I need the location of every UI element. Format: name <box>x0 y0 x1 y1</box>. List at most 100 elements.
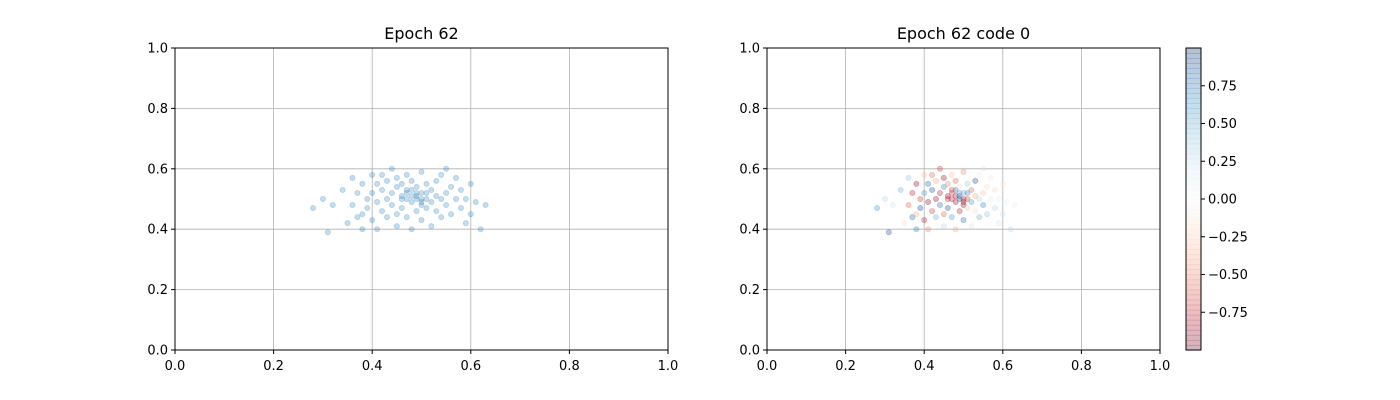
colorbar-segment <box>1186 138 1201 145</box>
scatter-point <box>991 186 998 193</box>
colorbar-segment <box>1186 239 1201 245</box>
scatter-point <box>940 183 947 190</box>
scatter-point <box>984 211 991 218</box>
colorbar-segment <box>1186 269 1201 276</box>
x-tick-label: 1.0 <box>658 359 679 374</box>
scatter-point <box>999 180 1006 187</box>
colorbar-segment <box>1186 58 1201 64</box>
scatter-point <box>472 199 479 206</box>
scatter-point <box>423 195 430 202</box>
colorbar-segment <box>1186 193 1201 200</box>
x-tick-label: 0.0 <box>757 359 778 374</box>
scatter-point <box>413 189 420 196</box>
scatter-point <box>383 214 390 221</box>
colorbar-segment <box>1186 309 1201 316</box>
scatter-point <box>453 174 460 181</box>
colorbar-segment <box>1186 98 1201 104</box>
colorbar-segment <box>1186 148 1201 155</box>
scatter-point <box>467 180 474 187</box>
colorbar-segment <box>1186 259 1201 266</box>
scatter-point <box>388 189 395 196</box>
scatter-point <box>976 171 983 178</box>
scatter-point <box>909 189 916 196</box>
scatter-point <box>960 195 967 202</box>
scatter-point <box>383 177 390 184</box>
scatter-point <box>324 229 331 236</box>
scatter-point <box>980 165 987 172</box>
scatter-point <box>988 195 995 202</box>
scatter-point <box>393 211 400 218</box>
scatter-point <box>462 220 469 227</box>
colorbar-segment <box>1186 339 1201 346</box>
colorbar-segment <box>1186 249 1201 255</box>
scatter-point <box>885 229 892 236</box>
scatter-point <box>956 189 963 196</box>
colorbar-segment <box>1186 224 1201 230</box>
colorbar-segment <box>1186 219 1201 225</box>
scatter-point <box>413 195 420 202</box>
scatter-point <box>393 223 400 230</box>
scatter-point <box>995 220 1002 227</box>
colorbar-segment <box>1186 178 1201 185</box>
scatter-point <box>364 195 371 202</box>
y-tick-label: 0.0 <box>147 344 168 359</box>
scatter-point <box>921 189 928 196</box>
scatter-point <box>1011 202 1018 209</box>
scatter-point <box>929 186 936 193</box>
scatter-point <box>403 189 410 196</box>
colorbar-segment <box>1186 289 1201 296</box>
scatter-point <box>952 226 959 233</box>
scatter-point <box>403 214 410 221</box>
colorbar-segment <box>1186 199 1201 205</box>
scatter-point <box>991 205 998 212</box>
scatter-point <box>960 189 967 196</box>
scatter-point <box>418 195 425 202</box>
scatter-point <box>418 217 425 224</box>
scatter-point <box>418 202 425 209</box>
scatter-point <box>956 183 963 190</box>
scatter-point <box>972 177 979 184</box>
colorbar-segment <box>1186 334 1201 341</box>
colorbar-segment <box>1186 53 1201 59</box>
scatter-point <box>925 199 932 206</box>
scatter-point <box>1007 226 1014 233</box>
scatter-point <box>310 205 317 212</box>
scatter-point <box>964 195 971 202</box>
colorbar-segment <box>1186 304 1201 311</box>
scatter-point <box>319 195 326 202</box>
x-tick-label: 0.0 <box>165 359 186 374</box>
scatter-point <box>408 192 415 199</box>
colorbar-segment <box>1186 103 1201 109</box>
scatter-point <box>889 202 896 209</box>
scatter-point <box>413 192 420 199</box>
scatter-point <box>976 214 983 221</box>
scatter-point <box>972 208 979 215</box>
scatter-point <box>413 208 420 215</box>
colorbar-segment <box>1186 133 1201 140</box>
colorbar-segment <box>1186 209 1201 215</box>
x-tick-label: 0.4 <box>914 359 935 374</box>
colorbar-segment <box>1186 88 1201 94</box>
scatter-point <box>359 211 366 218</box>
x-tick-label: 0.8 <box>1071 359 1092 374</box>
x-tick-label: 0.4 <box>362 359 383 374</box>
scatter-point <box>917 205 924 212</box>
scatter-point <box>339 186 346 193</box>
scatter-point <box>956 208 963 215</box>
scatter-point <box>364 205 371 212</box>
scatter-point <box>968 199 975 206</box>
scatter-point <box>453 195 460 202</box>
colorbar-segment <box>1186 158 1201 165</box>
colorbar-tick-label: 0.00 <box>1208 193 1237 208</box>
scatter-point <box>940 174 947 181</box>
data-points <box>310 165 489 236</box>
scatter-point <box>398 195 405 202</box>
colorbar-segment <box>1186 254 1201 260</box>
y-tick-label: 1.0 <box>147 42 168 57</box>
scatter-point <box>418 189 425 196</box>
scatter-point <box>925 226 932 233</box>
scatter-point <box>428 186 435 193</box>
scatter-point <box>349 202 356 209</box>
colorbar-segment <box>1186 163 1201 170</box>
scatter-point <box>443 189 450 196</box>
